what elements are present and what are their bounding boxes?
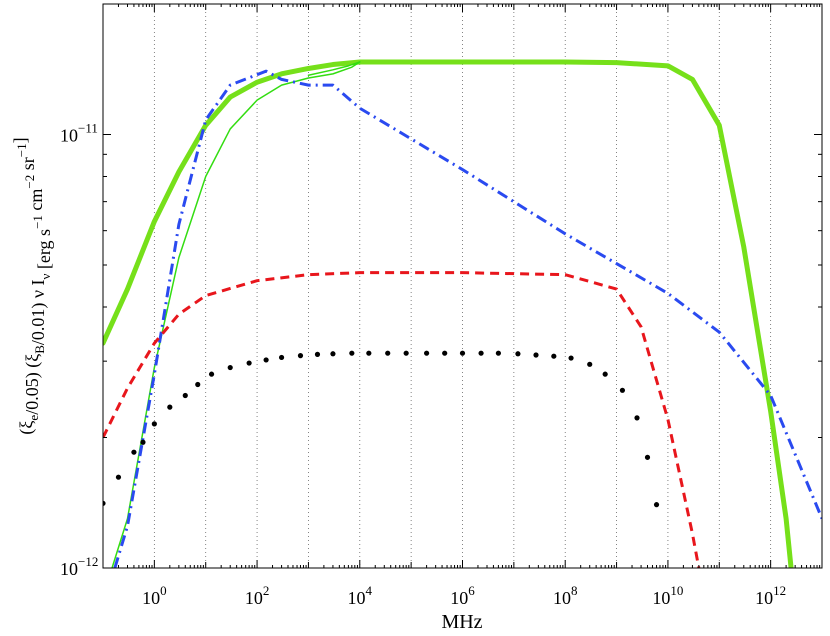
data-point (478, 350, 484, 356)
x-tick-label: 102 (245, 583, 270, 608)
x-tick-label: 104 (348, 583, 373, 608)
data-point (495, 350, 501, 356)
data-point (403, 350, 409, 356)
tick-marks (102, 3, 823, 569)
data-point (115, 474, 122, 480)
y-tick-label: 10−12 (60, 554, 98, 579)
x-tick-label: 1010 (652, 583, 683, 608)
data-point (424, 350, 430, 356)
data-point (366, 350, 372, 356)
y-axis-label: (ξe/0.05) (ξB/0.01) ν Iν [erg s−1 cm−2 s… (10, 137, 54, 434)
series-dotted-5 (103, 350, 660, 508)
x-axis-label: MHz (441, 611, 482, 633)
data-point (103, 500, 106, 506)
data-point (227, 364, 233, 371)
data-point (459, 350, 466, 356)
data-point (653, 502, 660, 508)
data-point (515, 351, 521, 357)
y-tick-label: 10−11 (60, 120, 98, 145)
tick-labels: 100 102 104 106 108 1010 1012 10−12 10−11 (60, 120, 786, 608)
data-point (619, 387, 626, 393)
data-point (634, 415, 640, 421)
data-point (587, 361, 593, 367)
series-line-3 (113, 69, 822, 568)
data-point (195, 381, 201, 388)
data-point (644, 454, 651, 460)
data-point (151, 421, 157, 427)
data-point (140, 439, 146, 445)
data-point (442, 350, 448, 356)
data-point (385, 350, 391, 356)
series-layer (103, 59, 822, 568)
data-point (246, 360, 252, 366)
data-point (602, 371, 608, 377)
data-point (330, 351, 336, 357)
data-point (131, 449, 137, 455)
data-point (551, 353, 557, 359)
data-point (182, 392, 188, 399)
data-point (278, 354, 285, 361)
x-tick-label: 106 (450, 583, 475, 608)
data-point (208, 371, 215, 377)
series-line-2 (307, 61, 361, 76)
data-point (349, 350, 355, 356)
data-point (533, 352, 539, 358)
data-point (568, 355, 574, 361)
x-tick-label: 1012 (755, 583, 786, 608)
x-tick-label: 108 (553, 583, 578, 608)
data-point (297, 353, 304, 359)
series-line-4 (103, 271, 701, 568)
x-tick-label: 100 (142, 583, 167, 608)
data-point (263, 357, 269, 363)
series-line-1 (111, 61, 361, 568)
data-point (167, 404, 173, 410)
data-point (314, 351, 321, 357)
